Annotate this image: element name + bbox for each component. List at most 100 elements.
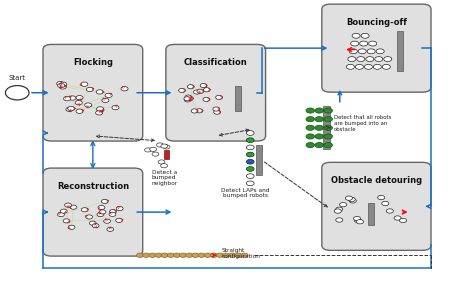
Circle shape: [229, 253, 236, 257]
Circle shape: [90, 221, 96, 225]
Circle shape: [68, 225, 75, 229]
FancyBboxPatch shape: [322, 162, 431, 250]
Circle shape: [348, 57, 356, 62]
Circle shape: [145, 148, 151, 152]
Circle shape: [184, 98, 191, 102]
Circle shape: [386, 209, 393, 213]
Text: Start: Start: [9, 75, 26, 81]
Text: Detect LAPs and
bumped robots: Detect LAPs and bumped robots: [221, 188, 270, 199]
Circle shape: [186, 253, 193, 257]
Circle shape: [315, 134, 323, 139]
Circle shape: [246, 131, 254, 135]
Circle shape: [191, 109, 198, 113]
Text: Reconstruction: Reconstruction: [57, 182, 129, 191]
Circle shape: [158, 160, 165, 164]
Circle shape: [60, 209, 67, 213]
Circle shape: [351, 41, 359, 46]
Circle shape: [82, 208, 88, 212]
Circle shape: [246, 174, 254, 179]
Circle shape: [193, 90, 201, 94]
Circle shape: [69, 96, 76, 100]
Circle shape: [104, 219, 110, 223]
Circle shape: [68, 106, 75, 111]
Circle shape: [382, 201, 389, 206]
Bar: [323, 106, 329, 149]
Circle shape: [324, 116, 332, 122]
Circle shape: [187, 85, 194, 89]
Bar: [235, 86, 241, 112]
Circle shape: [156, 143, 164, 147]
Circle shape: [216, 95, 222, 99]
Circle shape: [57, 212, 64, 217]
Circle shape: [356, 64, 364, 69]
Circle shape: [210, 253, 218, 257]
Circle shape: [85, 103, 92, 107]
Circle shape: [306, 125, 315, 130]
Circle shape: [246, 152, 254, 157]
Circle shape: [57, 81, 64, 86]
Circle shape: [97, 108, 104, 112]
Circle shape: [97, 107, 104, 111]
Circle shape: [76, 96, 83, 100]
Circle shape: [315, 125, 323, 130]
Circle shape: [161, 164, 167, 168]
Circle shape: [66, 107, 73, 112]
Circle shape: [339, 203, 346, 207]
Circle shape: [378, 195, 385, 200]
Circle shape: [76, 109, 83, 113]
Circle shape: [58, 83, 65, 88]
Circle shape: [149, 253, 156, 257]
Circle shape: [63, 219, 70, 223]
Circle shape: [352, 33, 360, 38]
Circle shape: [97, 212, 104, 217]
Circle shape: [346, 64, 355, 69]
Circle shape: [75, 101, 82, 105]
Circle shape: [246, 160, 254, 164]
Circle shape: [214, 110, 220, 114]
Circle shape: [197, 89, 204, 93]
Circle shape: [361, 33, 369, 38]
Circle shape: [324, 134, 332, 139]
FancyBboxPatch shape: [322, 4, 431, 92]
Circle shape: [173, 253, 181, 257]
Circle shape: [348, 197, 356, 202]
Circle shape: [315, 108, 323, 113]
Circle shape: [217, 253, 224, 257]
Circle shape: [116, 218, 122, 223]
Text: Classification: Classification: [184, 58, 247, 67]
Circle shape: [167, 253, 174, 257]
Circle shape: [112, 105, 119, 110]
Circle shape: [355, 218, 361, 223]
Circle shape: [116, 206, 123, 211]
Circle shape: [376, 49, 384, 54]
Circle shape: [369, 41, 377, 46]
Circle shape: [99, 210, 106, 214]
Circle shape: [101, 199, 108, 203]
Circle shape: [246, 145, 254, 150]
Circle shape: [246, 138, 254, 142]
Circle shape: [358, 49, 366, 54]
Text: Bouncing-off: Bouncing-off: [346, 18, 407, 27]
Circle shape: [241, 253, 248, 257]
Circle shape: [86, 215, 92, 219]
Circle shape: [96, 90, 103, 94]
Circle shape: [152, 152, 159, 156]
Circle shape: [109, 210, 116, 214]
Circle shape: [384, 57, 392, 62]
Circle shape: [192, 253, 199, 257]
Circle shape: [200, 84, 207, 88]
Circle shape: [203, 97, 210, 101]
Circle shape: [357, 57, 365, 62]
Circle shape: [203, 88, 210, 92]
Circle shape: [324, 108, 332, 113]
Circle shape: [400, 218, 407, 223]
Circle shape: [96, 111, 103, 115]
Circle shape: [306, 116, 315, 122]
Circle shape: [59, 85, 66, 89]
Circle shape: [349, 199, 356, 203]
Circle shape: [375, 57, 383, 62]
Circle shape: [324, 125, 332, 130]
Text: Detect that all robots
are bumped into an
obstacle: Detect that all robots are bumped into a…: [334, 115, 391, 132]
Circle shape: [366, 57, 374, 62]
FancyBboxPatch shape: [43, 45, 143, 141]
